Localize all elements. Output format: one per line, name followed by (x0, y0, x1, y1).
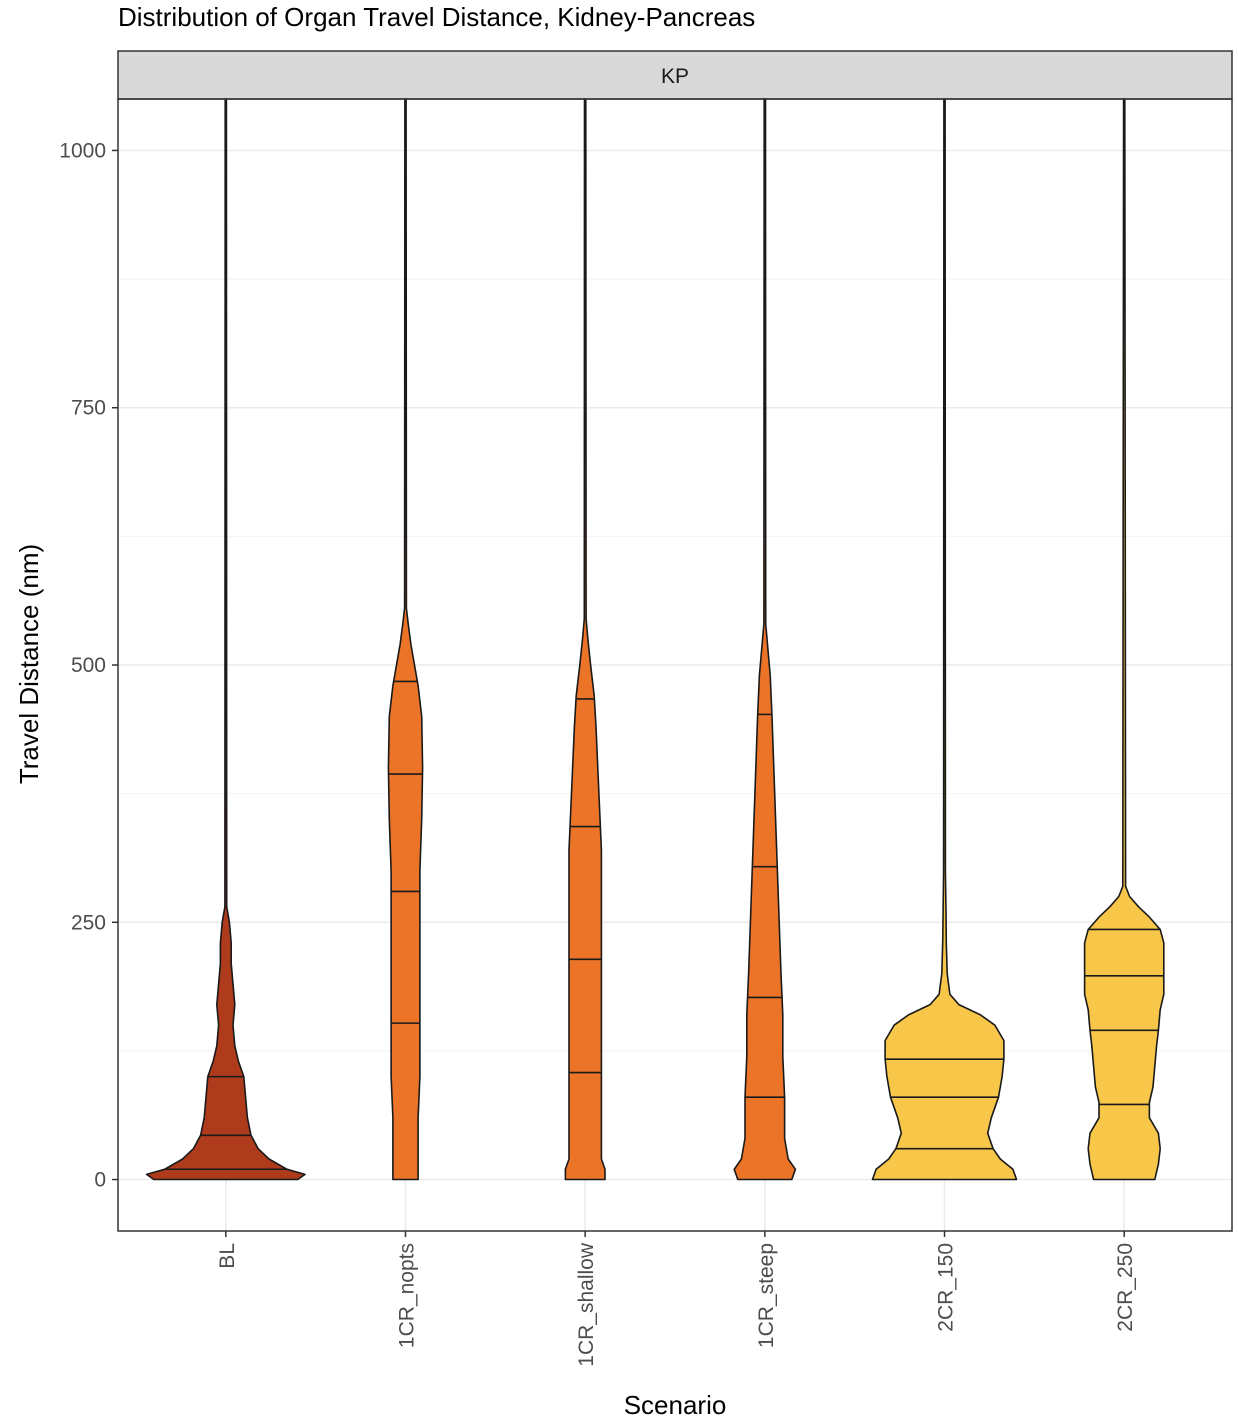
x-tick-label-1CR_steep: 1CR_steep (755, 1243, 778, 1348)
y-tick-label: 500 (71, 654, 106, 677)
violin-1CR_steep (733, 98, 797, 1181)
grid (118, 99, 1232, 1231)
violin-1CR_shallow (564, 98, 606, 1181)
x-tick-label-2CR_150: 2CR_150 (935, 1243, 958, 1332)
violins (145, 98, 1165, 1181)
facet-strip (117, 50, 1233, 100)
violin-BL (145, 98, 306, 1181)
x-tick-label-2CR_250: 2CR_250 (1114, 1243, 1137, 1332)
violin-2CR_150 (871, 98, 1018, 1181)
y-axis: 0 250 500 750 1000 (59, 139, 118, 1192)
facet-label: KP (661, 65, 689, 88)
y-tick-label: 0 (94, 1169, 106, 1192)
y-tick-label: 750 (71, 397, 106, 420)
x-tick-label-1CR_shallow: 1CR_shallow (575, 1242, 598, 1367)
violin-2CR_250 (1083, 98, 1165, 1181)
chart-title: Distribution of Organ Travel Distance, K… (118, 2, 756, 32)
x-axis-title: Scenario (624, 1390, 727, 1420)
x-tick-label-BL: BL (216, 1243, 239, 1269)
y-axis-title: Travel Distance (nm) (14, 544, 44, 784)
violin-1CR_nopts (387, 98, 424, 1181)
x-axis: BL 1CR_nopts 1CR_shallow 1CR_steep 2CR_150 2C… (216, 1231, 1137, 1367)
y-tick-label: 1000 (59, 139, 106, 162)
y-tick-label: 250 (71, 911, 106, 934)
x-tick-label-1CR_nopts: 1CR_nopts (395, 1243, 418, 1348)
